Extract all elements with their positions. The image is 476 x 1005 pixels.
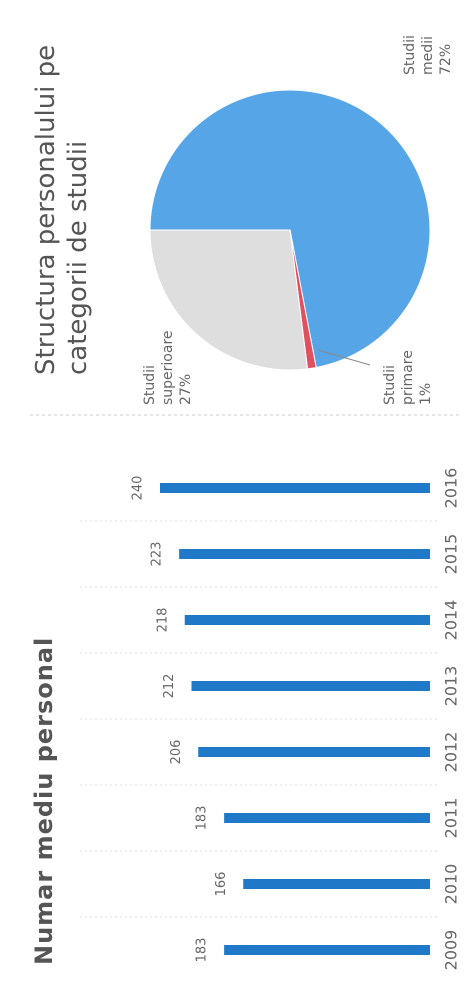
pie-slice [149,89,431,369]
x-tick-label: 2015 [442,534,461,575]
data-label: 218 [155,608,170,633]
slice-value: 1% [418,383,434,405]
leader [317,349,371,366]
slice-value: 27% [178,374,194,405]
bar [224,813,430,823]
pie-slice [149,229,309,371]
data-label: 223 [150,542,165,567]
x-tick-label: 2011 [442,798,461,839]
data-label: 166 [214,872,229,897]
slice-label: Studii primare [382,350,416,405]
bar [198,747,430,757]
bar [160,483,430,493]
bar [224,945,430,955]
slice-label: Studii medii [402,35,436,75]
data-label: 240 [131,476,146,501]
x-tick-label: 2010 [442,864,461,905]
slice-value: 72% [438,44,454,75]
bar [191,681,430,691]
x-tick-label: 2014 [442,600,461,641]
bar [184,615,430,625]
pie-title: Structura personalului pe categorii de s… [31,44,93,375]
bar [179,549,430,559]
pie-title-box: Structura personalului pe categorii de s… [31,44,93,375]
bar-title: Numar mediu personal [30,637,58,965]
x-tick-label: 2009 [442,930,461,971]
x-tick-label: 2013 [442,666,461,707]
x-tick-label: 2016 [442,468,461,509]
data-label: 183 [195,806,210,831]
data-label: 212 [162,674,177,699]
data-label: 206 [169,740,184,765]
slice-label: Studii superioare [142,330,176,405]
bar [243,879,430,889]
x-tick-label: 2012 [442,732,461,773]
data-label: 183 [195,938,210,963]
